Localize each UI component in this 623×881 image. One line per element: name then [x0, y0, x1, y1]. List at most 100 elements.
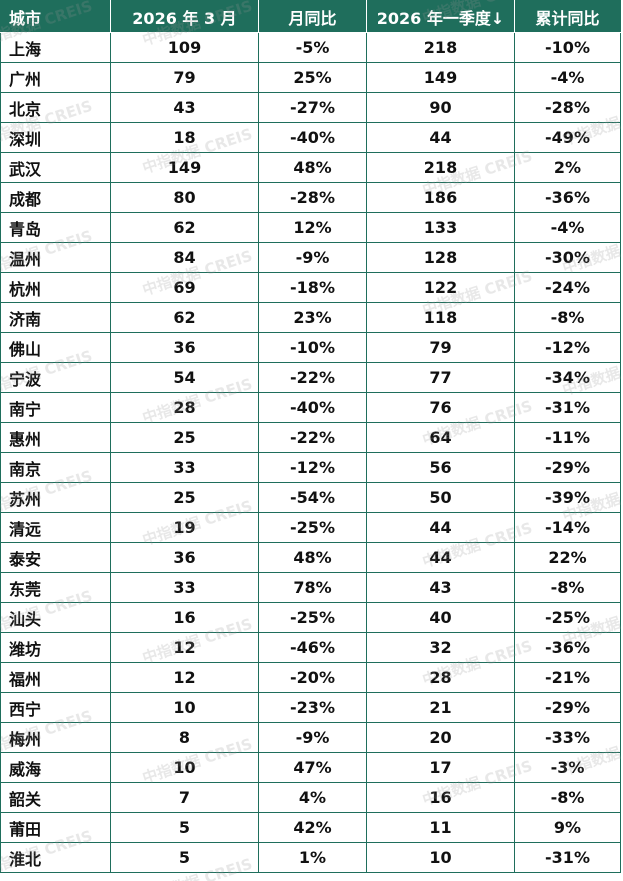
cumulative-yoy-cell: -25% — [514, 602, 621, 633]
city-cell: 温州 — [0, 242, 111, 273]
q1-value-cell: 218 — [366, 32, 515, 63]
city-cell: 深圳 — [0, 122, 111, 153]
march-value-cell: 28 — [110, 392, 259, 423]
table-row: 莆田 5 42% 11 9% — [0, 812, 621, 843]
monthly-yoy-cell: 47% — [258, 752, 367, 783]
q1-value-cell: 40 — [366, 602, 515, 633]
monthly-yoy-cell: -9% — [258, 242, 367, 273]
cumulative-yoy-cell: 22% — [514, 542, 621, 573]
q1-value-cell: 64 — [366, 422, 515, 453]
cumulative-yoy-cell: -31% — [514, 392, 621, 423]
cumulative-yoy-cell: -10% — [514, 32, 621, 63]
q1-value-cell: 128 — [366, 242, 515, 273]
monthly-yoy-cell: -10% — [258, 332, 367, 363]
table-row: 上海 109 -5% 218 -10% — [0, 32, 621, 63]
q1-value-cell: 118 — [366, 302, 515, 333]
monthly-yoy-cell: -9% — [258, 722, 367, 753]
march-value-cell: 12 — [110, 632, 259, 663]
q1-value-cell: 44 — [366, 122, 515, 153]
cumulative-yoy-cell: -39% — [514, 482, 621, 513]
march-value-cell: 79 — [110, 62, 259, 93]
table-row: 深圳 18 -40% 44 -49% — [0, 122, 621, 153]
q1-value-cell: 28 — [366, 662, 515, 693]
table-body: 上海 109 -5% 218 -10% 广州 79 25% 149 -4% 北京 43 -27% 90 -2… — [0, 32, 621, 873]
q1-value-cell: 43 — [366, 572, 515, 603]
cumulative-yoy-cell: -36% — [514, 182, 621, 213]
q1-value-cell: 10 — [366, 842, 515, 873]
city-cell: 韶关 — [0, 782, 111, 813]
monthly-yoy-cell: 12% — [258, 212, 367, 243]
cumulative-yoy-cell: -29% — [514, 452, 621, 483]
table-row: 广州 79 25% 149 -4% — [0, 62, 621, 93]
table-row: 宁波 54 -22% 77 -34% — [0, 362, 621, 393]
city-cell: 北京 — [0, 92, 111, 123]
monthly-yoy-cell: 25% — [258, 62, 367, 93]
march-value-cell: 33 — [110, 452, 259, 483]
table-row: 汕头 16 -25% 40 -25% — [0, 602, 621, 633]
march-value-cell: 25 — [110, 422, 259, 453]
q1-value-cell: 21 — [366, 692, 515, 723]
city-cell: 广州 — [0, 62, 111, 93]
table-row: 西宁 10 -23% 21 -29% — [0, 692, 621, 723]
city-cell: 济南 — [0, 302, 111, 333]
table-row: 苏州 25 -54% 50 -39% — [0, 482, 621, 513]
city-cell: 南宁 — [0, 392, 111, 423]
city-cell: 淮北 — [0, 842, 111, 873]
march-value-cell: 109 — [110, 32, 259, 63]
city-cell: 武汉 — [0, 152, 111, 183]
q1-value-cell: 44 — [366, 512, 515, 543]
q1-value-cell: 218 — [366, 152, 515, 183]
q1-value-cell: 79 — [366, 332, 515, 363]
march-value-cell: 7 — [110, 782, 259, 813]
cumulative-yoy-cell: -24% — [514, 272, 621, 303]
cumulative-yoy-cell: -12% — [514, 332, 621, 363]
header-q1-2026[interactable]: 2026 年一季度↓ — [366, 0, 515, 33]
table-row: 南京 33 -12% 56 -29% — [0, 452, 621, 483]
monthly-yoy-cell: 48% — [258, 152, 367, 183]
cumulative-yoy-cell: -8% — [514, 302, 621, 333]
monthly-yoy-cell: -27% — [258, 92, 367, 123]
q1-value-cell: 44 — [366, 542, 515, 573]
march-value-cell: 16 — [110, 602, 259, 633]
march-value-cell: 25 — [110, 482, 259, 513]
march-value-cell: 5 — [110, 842, 259, 873]
march-value-cell: 10 — [110, 752, 259, 783]
city-cell: 泰安 — [0, 542, 111, 573]
city-cell: 南京 — [0, 452, 111, 483]
table-row: 潍坊 12 -46% 32 -36% — [0, 632, 621, 663]
monthly-yoy-cell: 1% — [258, 842, 367, 873]
monthly-yoy-cell: -22% — [258, 422, 367, 453]
march-value-cell: 84 — [110, 242, 259, 273]
q1-value-cell: 11 — [366, 812, 515, 843]
city-cell: 莆田 — [0, 812, 111, 843]
monthly-yoy-cell: -40% — [258, 392, 367, 423]
cumulative-yoy-cell: -36% — [514, 632, 621, 663]
city-cell: 苏州 — [0, 482, 111, 513]
march-value-cell: 36 — [110, 542, 259, 573]
monthly-yoy-cell: -25% — [258, 602, 367, 633]
q1-value-cell: 17 — [366, 752, 515, 783]
march-value-cell: 62 — [110, 302, 259, 333]
cumulative-yoy-cell: -11% — [514, 422, 621, 453]
cumulative-yoy-cell: -3% — [514, 752, 621, 783]
city-cell: 威海 — [0, 752, 111, 783]
march-value-cell: 69 — [110, 272, 259, 303]
table-row: 北京 43 -27% 90 -28% — [0, 92, 621, 123]
city-cell: 汕头 — [0, 602, 111, 633]
city-cell: 西宁 — [0, 692, 111, 723]
cumulative-yoy-cell: -28% — [514, 92, 621, 123]
cumulative-yoy-cell: -49% — [514, 122, 621, 153]
march-value-cell: 33 — [110, 572, 259, 603]
city-cell: 杭州 — [0, 272, 111, 303]
header-march-2026: 2026 年 3 月 — [110, 0, 259, 33]
city-cell: 潍坊 — [0, 632, 111, 663]
march-value-cell: 43 — [110, 92, 259, 123]
table-row: 成都 80 -28% 186 -36% — [0, 182, 621, 213]
march-value-cell: 62 — [110, 212, 259, 243]
q1-value-cell: 20 — [366, 722, 515, 753]
city-cell: 东莞 — [0, 572, 111, 603]
table-row: 威海 10 47% 17 -3% — [0, 752, 621, 783]
table-row: 韶关 7 4% 16 -8% — [0, 782, 621, 813]
march-value-cell: 54 — [110, 362, 259, 393]
march-value-cell: 10 — [110, 692, 259, 723]
